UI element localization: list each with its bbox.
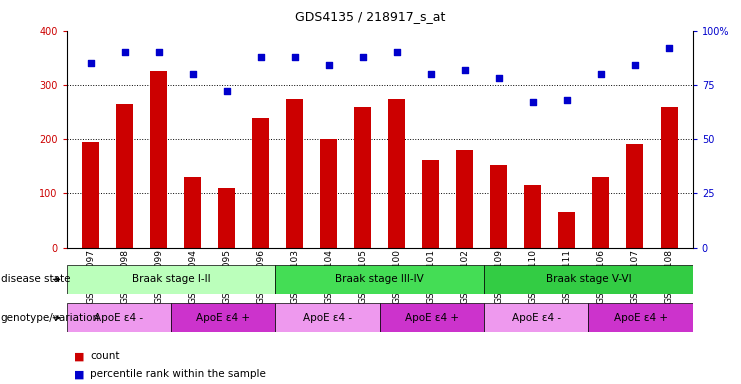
Text: Braak stage I-II: Braak stage I-II — [132, 274, 210, 285]
FancyBboxPatch shape — [276, 265, 484, 294]
FancyBboxPatch shape — [379, 303, 484, 332]
Point — [493, 75, 505, 81]
Bar — [82, 142, 99, 248]
Point — [255, 54, 267, 60]
Text: Braak stage III-IV: Braak stage III-IV — [336, 274, 424, 285]
FancyBboxPatch shape — [67, 265, 276, 294]
Bar — [116, 104, 133, 248]
Text: ■: ■ — [74, 369, 84, 379]
Text: ■: ■ — [74, 351, 84, 361]
Point — [119, 50, 130, 56]
Text: Braak stage V-VI: Braak stage V-VI — [545, 274, 631, 285]
Text: ApoE ε4 +: ApoE ε4 + — [614, 313, 668, 323]
Point — [595, 71, 607, 77]
Text: genotype/variation: genotype/variation — [1, 313, 100, 323]
Bar — [525, 185, 542, 248]
Bar — [252, 118, 269, 248]
FancyBboxPatch shape — [484, 303, 588, 332]
Point — [425, 71, 436, 77]
Text: ApoE ε4 -: ApoE ε4 - — [94, 313, 144, 323]
FancyBboxPatch shape — [67, 303, 171, 332]
Bar — [660, 107, 677, 248]
Bar — [559, 212, 576, 248]
Point — [663, 45, 675, 51]
Bar — [184, 177, 201, 248]
Point — [391, 50, 402, 56]
Point — [629, 62, 641, 68]
Point — [289, 54, 301, 60]
Bar — [491, 165, 508, 248]
Text: ApoE ε4 -: ApoE ε4 - — [512, 313, 561, 323]
Point — [221, 88, 233, 94]
Point — [561, 97, 573, 103]
Bar — [354, 107, 371, 248]
Bar — [150, 71, 167, 248]
Point — [459, 67, 471, 73]
FancyBboxPatch shape — [171, 303, 276, 332]
FancyBboxPatch shape — [588, 303, 693, 332]
Text: disease state: disease state — [1, 274, 70, 285]
Text: ApoE ε4 +: ApoE ε4 + — [196, 313, 250, 323]
Bar — [218, 188, 235, 248]
Point — [187, 71, 199, 77]
Text: ApoE ε4 -: ApoE ε4 - — [303, 313, 352, 323]
Bar — [388, 99, 405, 248]
Bar — [320, 139, 337, 248]
Text: GDS4135 / 218917_s_at: GDS4135 / 218917_s_at — [296, 10, 445, 23]
FancyBboxPatch shape — [276, 303, 379, 332]
Text: percentile rank within the sample: percentile rank within the sample — [90, 369, 266, 379]
Bar — [456, 150, 473, 248]
Bar — [626, 144, 643, 248]
Point — [153, 50, 165, 56]
Text: count: count — [90, 351, 120, 361]
Point — [357, 54, 369, 60]
Bar — [286, 99, 303, 248]
Point — [527, 99, 539, 105]
Bar — [593, 177, 609, 248]
Bar — [422, 160, 439, 248]
FancyBboxPatch shape — [484, 265, 693, 294]
Text: ApoE ε4 +: ApoE ε4 + — [405, 313, 459, 323]
Point — [323, 62, 335, 68]
Point — [84, 60, 96, 66]
